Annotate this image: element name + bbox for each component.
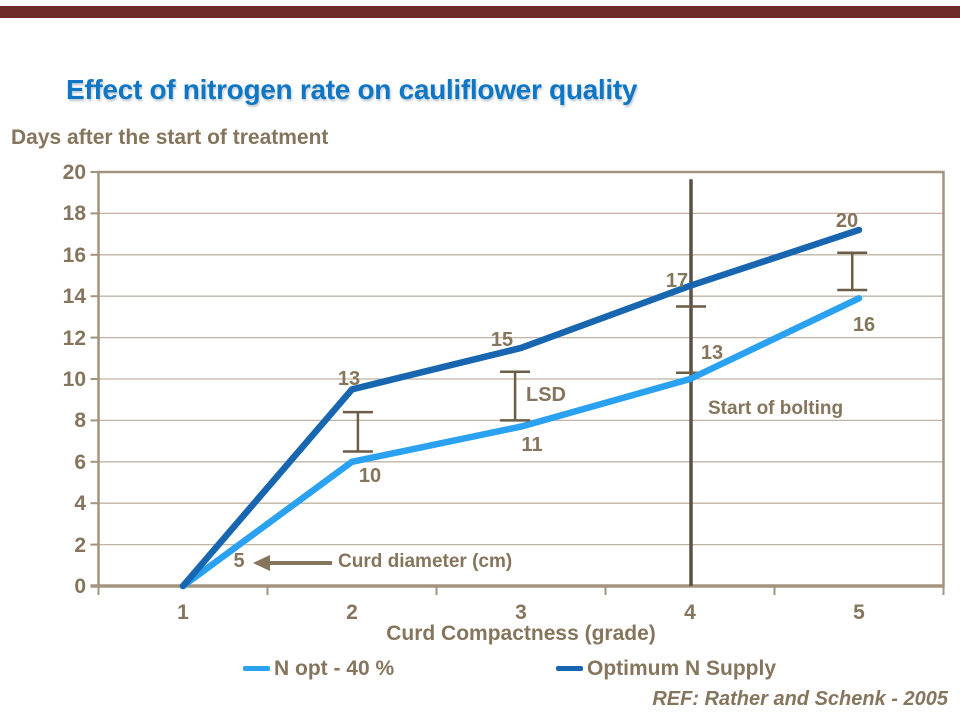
y-axis-tick-label: 16: [62, 243, 86, 267]
y-axis-tick-label: 4: [74, 492, 86, 516]
y-axis-tick-label: 12: [62, 326, 86, 350]
x-axis-tick-label: 4: [684, 601, 696, 624]
point-label: 11: [521, 434, 543, 456]
y-axis-tick-label: 2: [74, 533, 86, 557]
legend-label-optimum-n: Optimum N Supply: [587, 656, 776, 680]
y-axis-title: Days after the start of treatment: [11, 126, 329, 149]
x-axis-title: Curd Compactness (grade): [386, 622, 656, 645]
curd-diameter-label: Curd diameter (cm): [338, 551, 513, 572]
top-accent-bar: [0, 6, 960, 18]
lsd-label: LSD: [526, 384, 566, 406]
series-line-n-opt-40-: [179, 295, 863, 590]
slide-title: Effect of nitrogen rate on cauliflower q…: [66, 74, 638, 105]
x-axis-tick-label: 3: [515, 601, 527, 624]
y-axis-tick-label: 14: [62, 285, 86, 309]
y-axis-tick-label: 8: [74, 409, 86, 433]
x-axis-tick-label: 1: [177, 601, 189, 624]
legend-item-n-opt: N opt - 40 %: [243, 656, 394, 680]
legend-swatch-dark-blue: [556, 665, 583, 671]
legend-swatch-light-blue: [243, 665, 270, 671]
point-label: 20: [835, 210, 859, 232]
curd-diameter-arrow-head: [253, 555, 270, 571]
start-of-bolting-label: Start of bolting: [708, 398, 844, 419]
point-label: 16: [852, 314, 876, 336]
legend-item-optimum-n: Optimum N Supply: [556, 656, 776, 680]
x-axis-tick-label: 5: [853, 601, 865, 624]
point-label: 17: [665, 270, 689, 292]
point-label: 13: [337, 368, 361, 390]
y-axis-tick-label: 18: [62, 202, 86, 226]
point-label: 13: [700, 342, 724, 364]
y-axis-tick-label: 10: [62, 368, 86, 391]
y-axis-tick-label: 20: [62, 161, 86, 184]
reference-text: REF: Rather and Schenk - 2005: [652, 688, 948, 710]
legend-label-n-opt: N opt - 40 %: [274, 656, 395, 680]
point-label: 10: [358, 465, 382, 487]
point-label: 15: [490, 329, 514, 351]
x-axis-tick-label: 2: [346, 601, 358, 624]
series-line-optimum-n-supply: [179, 226, 863, 590]
y-axis-tick-label: 0: [74, 575, 86, 598]
y-axis-tick-label: 6: [74, 450, 86, 474]
point-label: 5: [233, 550, 245, 572]
